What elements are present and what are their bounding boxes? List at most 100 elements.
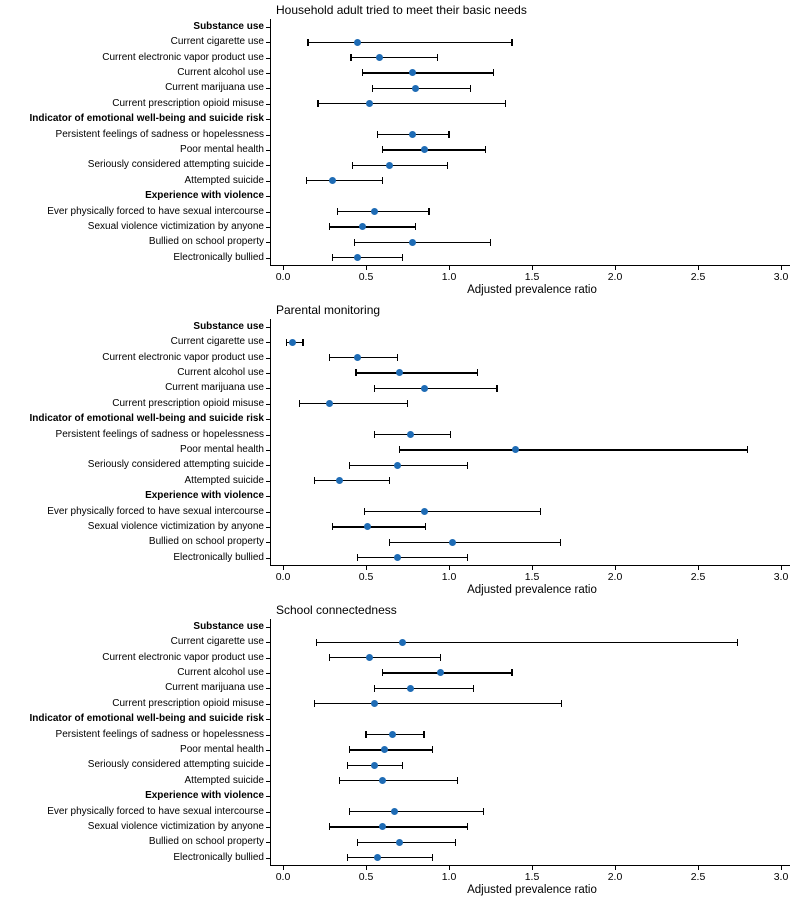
confidence-interval-line — [374, 387, 498, 389]
point-estimate-marker — [408, 238, 416, 246]
ci-upper-cap — [396, 354, 399, 361]
ci-upper-cap — [446, 161, 448, 169]
x-tick — [365, 566, 367, 571]
confidence-interval-line — [357, 557, 468, 559]
ci-lower-cap — [382, 146, 384, 154]
x-tick — [448, 266, 450, 271]
row-label: Current marijuana use — [165, 82, 264, 94]
ci-lower-cap — [372, 84, 374, 92]
ci-upper-cap — [466, 461, 468, 469]
y-tick — [266, 642, 270, 644]
x-tick-label: 0.0 — [275, 271, 291, 284]
ci-upper-cap — [539, 508, 541, 515]
x-tick-label: 0.0 — [275, 871, 291, 884]
ci-lower-cap — [365, 731, 367, 738]
y-tick — [266, 419, 270, 421]
point-estimate-marker — [359, 223, 367, 231]
y-tick — [266, 357, 270, 359]
row-label: Attempted suicide — [184, 774, 265, 786]
point-estimate-marker — [379, 777, 387, 785]
x-tick-label: 0.0 — [275, 571, 291, 584]
ci-lower-cap — [328, 654, 331, 661]
y-tick — [266, 480, 270, 482]
y-axis-line — [270, 619, 271, 866]
ci-upper-cap — [425, 523, 427, 531]
row-label: Bullied on school property — [148, 836, 264, 848]
row-label: Current alcohol use — [177, 666, 264, 678]
point-estimate-marker — [375, 54, 383, 61]
x-tick-label: 0.5 — [358, 871, 374, 884]
row-label: Electronically bullied — [173, 551, 264, 563]
x-tick — [780, 566, 782, 571]
y-tick — [266, 672, 270, 674]
point-estimate-marker — [354, 38, 362, 46]
ci-lower-cap — [285, 338, 288, 346]
ci-lower-cap — [357, 838, 359, 846]
confidence-interval-line — [339, 780, 458, 782]
point-estimate-marker — [399, 638, 407, 646]
category-header-label: Indicator of emotional well-being and su… — [29, 113, 264, 125]
ci-lower-cap — [373, 684, 375, 692]
ci-upper-cap — [476, 369, 478, 377]
y-tick — [266, 134, 270, 136]
point-estimate-marker — [325, 400, 333, 408]
row-label: Bullied on school property — [148, 536, 264, 548]
panel-2: Parental monitoring Substance use Current … — [0, 303, 800, 603]
category-header-label: Substance use — [193, 320, 264, 332]
x-tick — [531, 866, 533, 871]
y-tick — [266, 242, 270, 244]
confidence-interval-line — [349, 749, 433, 751]
point-estimate-marker — [394, 554, 402, 562]
point-estimate-marker — [370, 700, 378, 708]
point-estimate-marker — [437, 669, 445, 677]
y-tick — [266, 688, 270, 690]
y-tick — [266, 749, 270, 751]
confidence-interval-line — [306, 180, 383, 182]
category-header-label: Substance use — [193, 20, 264, 32]
x-tick — [282, 566, 284, 571]
point-estimate-marker — [365, 654, 373, 661]
panel-3: School connectedness Substance use Current… — [0, 603, 800, 903]
confidence-interval-line — [382, 149, 486, 151]
row-label: Current prescription opioid misuse — [112, 97, 264, 109]
confidence-interval-line — [329, 826, 468, 828]
ci-upper-cap — [302, 338, 304, 346]
y-tick — [266, 811, 270, 813]
y-tick — [266, 796, 270, 798]
x-tick — [365, 866, 367, 871]
ci-upper-cap — [401, 761, 404, 769]
y-tick — [266, 765, 270, 767]
ci-lower-cap — [352, 161, 354, 169]
row-label: Ever physically forced to have sexual in… — [47, 205, 264, 217]
confidence-interval-line — [337, 210, 430, 213]
category-header-label: Substance use — [193, 620, 264, 632]
x-axis-title: Adjusted prevalence ratio — [467, 284, 597, 297]
y-tick — [266, 719, 270, 721]
confidence-interval-line — [347, 857, 433, 859]
x-tick-label: 3.0 — [773, 571, 789, 584]
ci-upper-cap — [737, 638, 739, 646]
x-tick — [697, 866, 699, 871]
point-estimate-marker — [354, 254, 362, 262]
x-axis-line — [270, 265, 790, 267]
ci-upper-cap — [431, 854, 433, 862]
category-header-label: Experience with violence — [145, 190, 264, 202]
ci-upper-cap — [511, 669, 513, 677]
x-tick-label: 2.5 — [690, 871, 706, 884]
row-label: Ever physically forced to have sexual in… — [47, 805, 264, 817]
x-tick — [531, 566, 533, 571]
ci-lower-cap — [313, 477, 316, 485]
ci-upper-cap — [401, 254, 404, 262]
ci-upper-cap — [493, 69, 495, 77]
confidence-interval-line — [389, 541, 561, 543]
y-tick — [266, 557, 270, 559]
point-estimate-marker — [448, 538, 456, 546]
ci-lower-cap — [299, 400, 301, 408]
ci-lower-cap — [307, 38, 309, 46]
point-estimate-marker — [374, 854, 382, 862]
x-tick — [365, 266, 367, 271]
confidence-interval-line — [362, 72, 494, 74]
y-tick — [266, 734, 270, 736]
y-tick — [266, 496, 270, 498]
confidence-interval-line — [307, 41, 513, 43]
